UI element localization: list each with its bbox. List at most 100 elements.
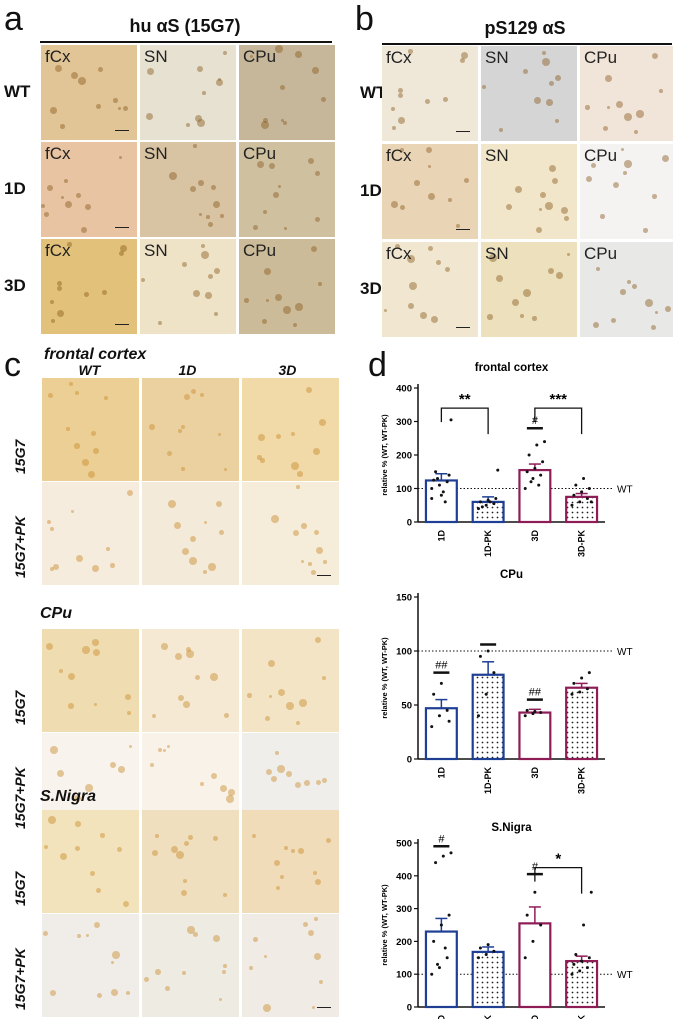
data-point — [434, 470, 438, 474]
micrograph-fcx-wt: fCx — [41, 45, 137, 140]
micrograph-texture — [420, 312, 427, 319]
micrograph-texture — [150, 763, 155, 768]
data-point — [574, 953, 578, 957]
data-point — [585, 687, 589, 691]
micrograph-texture — [322, 778, 327, 783]
micrograph-texture — [167, 745, 171, 749]
data-point — [494, 497, 498, 501]
micrograph-texture — [586, 176, 593, 183]
bar-3d-pk — [565, 959, 599, 1009]
micrograph-texture — [161, 643, 168, 650]
micrograph-texture — [384, 309, 388, 313]
section-label: S.Nigra — [40, 788, 97, 805]
micrograph-texture — [60, 853, 67, 860]
x-tick-label: 1D-PK — [483, 530, 493, 558]
micrograph-texture — [224, 713, 229, 718]
y-tick-label: 500 — [396, 839, 412, 850]
micrograph-texture — [425, 99, 430, 104]
micrograph-texture — [190, 186, 197, 193]
micrograph-texture — [57, 281, 62, 286]
micrograph-wt — [42, 914, 139, 1017]
micrograph-texture — [94, 922, 101, 929]
micrograph-texture — [400, 205, 406, 211]
micrograph-texture — [258, 434, 265, 441]
tile-region-label: CPu — [243, 241, 277, 260]
micrograph-texture — [275, 294, 283, 302]
micrograph-texture — [314, 953, 322, 961]
micrograph-wt — [42, 810, 139, 913]
micrograph-texture — [167, 451, 173, 457]
micrograph-texture — [123, 106, 129, 112]
tile-region-label: fCx — [386, 48, 412, 67]
data-point — [441, 490, 445, 494]
data-point — [582, 476, 586, 480]
tile-region-label: fCx — [386, 244, 412, 263]
micrograph-texture — [191, 389, 197, 395]
micrograph-texture — [276, 434, 282, 440]
row-label-wt: WT — [4, 81, 31, 101]
micrograph-texture — [555, 119, 560, 124]
y-tick-label: 400 — [396, 384, 412, 395]
micrograph-texture — [149, 424, 156, 431]
data-point — [523, 487, 527, 490]
y-tick-label: 400 — [396, 871, 412, 882]
bar-3d — [518, 711, 552, 761]
micrograph-1d — [142, 629, 239, 732]
micrograph-texture — [549, 165, 557, 173]
micrograph-texture — [92, 639, 99, 646]
micrograph-texture — [50, 746, 58, 754]
data-point — [476, 956, 480, 960]
micrograph-sn-wt: SN — [140, 45, 236, 140]
data-point — [449, 851, 453, 855]
micrograph-texture — [165, 986, 170, 991]
micrograph-texture — [48, 393, 54, 399]
micrograph-texture — [523, 69, 528, 74]
tile-region-label: fCx — [386, 146, 412, 165]
data-point — [430, 487, 434, 490]
micrograph-texture — [487, 314, 493, 320]
micrograph-texture — [184, 394, 190, 400]
data-point — [492, 949, 496, 953]
micrograph-texture — [85, 204, 91, 210]
data-point — [531, 712, 535, 716]
x-tick-label: 1D-PK — [483, 767, 493, 795]
micrograph-texture — [201, 251, 209, 259]
micrograph-texture — [443, 97, 448, 102]
micrograph-sn-wt: SN — [481, 46, 577, 141]
micrograph-texture — [652, 194, 657, 199]
micrograph-texture — [113, 98, 118, 103]
data-point — [533, 466, 537, 470]
micrograph-texture — [193, 290, 201, 298]
micrograph-texture — [665, 306, 671, 312]
micrograph-texture — [146, 113, 154, 121]
data-point — [533, 890, 537, 894]
significance-stars: ** — [459, 391, 471, 408]
bar-1d — [424, 930, 458, 1009]
hash-marker: ## — [435, 660, 448, 672]
tile-region-label: fCx — [45, 47, 71, 66]
data-point — [437, 483, 441, 487]
micrograph-texture — [181, 425, 186, 430]
micrograph-texture — [202, 91, 206, 95]
micrograph-texture — [220, 214, 224, 218]
hash-marker: # — [532, 415, 539, 427]
micrograph-1d — [142, 378, 239, 481]
data-point — [572, 493, 576, 497]
y-tick-label: 300 — [396, 904, 412, 915]
micrograph-texture — [605, 75, 612, 82]
micrograph-texture — [308, 158, 315, 165]
significance-bracket — [440, 407, 489, 435]
micrograph-texture — [64, 179, 68, 183]
micrograph-texture — [546, 99, 553, 106]
micrograph-texture — [280, 85, 285, 90]
micrograph-texture — [540, 192, 546, 198]
micrograph-texture — [263, 1004, 271, 1012]
y-tick-label: 0 — [407, 518, 412, 529]
micrograph-texture — [280, 875, 285, 880]
micrograph-texture — [51, 319, 56, 324]
hash-marker: # — [532, 861, 539, 873]
data-point — [447, 473, 451, 477]
micrograph-texture — [303, 922, 309, 928]
micrograph-texture — [624, 160, 632, 168]
significance-bracket — [534, 866, 583, 894]
